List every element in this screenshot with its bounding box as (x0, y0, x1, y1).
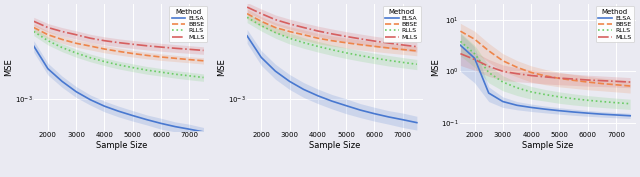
Y-axis label: MSE: MSE (4, 59, 13, 76)
Y-axis label: MSE: MSE (431, 59, 440, 76)
X-axis label: Sample Size: Sample Size (309, 141, 360, 150)
X-axis label: Sample Size: Sample Size (522, 141, 574, 150)
Y-axis label: MSE: MSE (218, 59, 227, 76)
Legend: ELSA, BBSE, RLLS, MLLS: ELSA, BBSE, RLLS, MLLS (596, 6, 634, 42)
Legend: ELSA, BBSE, RLLS, MLLS: ELSA, BBSE, RLLS, MLLS (383, 6, 420, 42)
X-axis label: Sample Size: Sample Size (96, 141, 147, 150)
Legend: ELSA, BBSE, RLLS, MLLS: ELSA, BBSE, RLLS, MLLS (169, 6, 207, 42)
